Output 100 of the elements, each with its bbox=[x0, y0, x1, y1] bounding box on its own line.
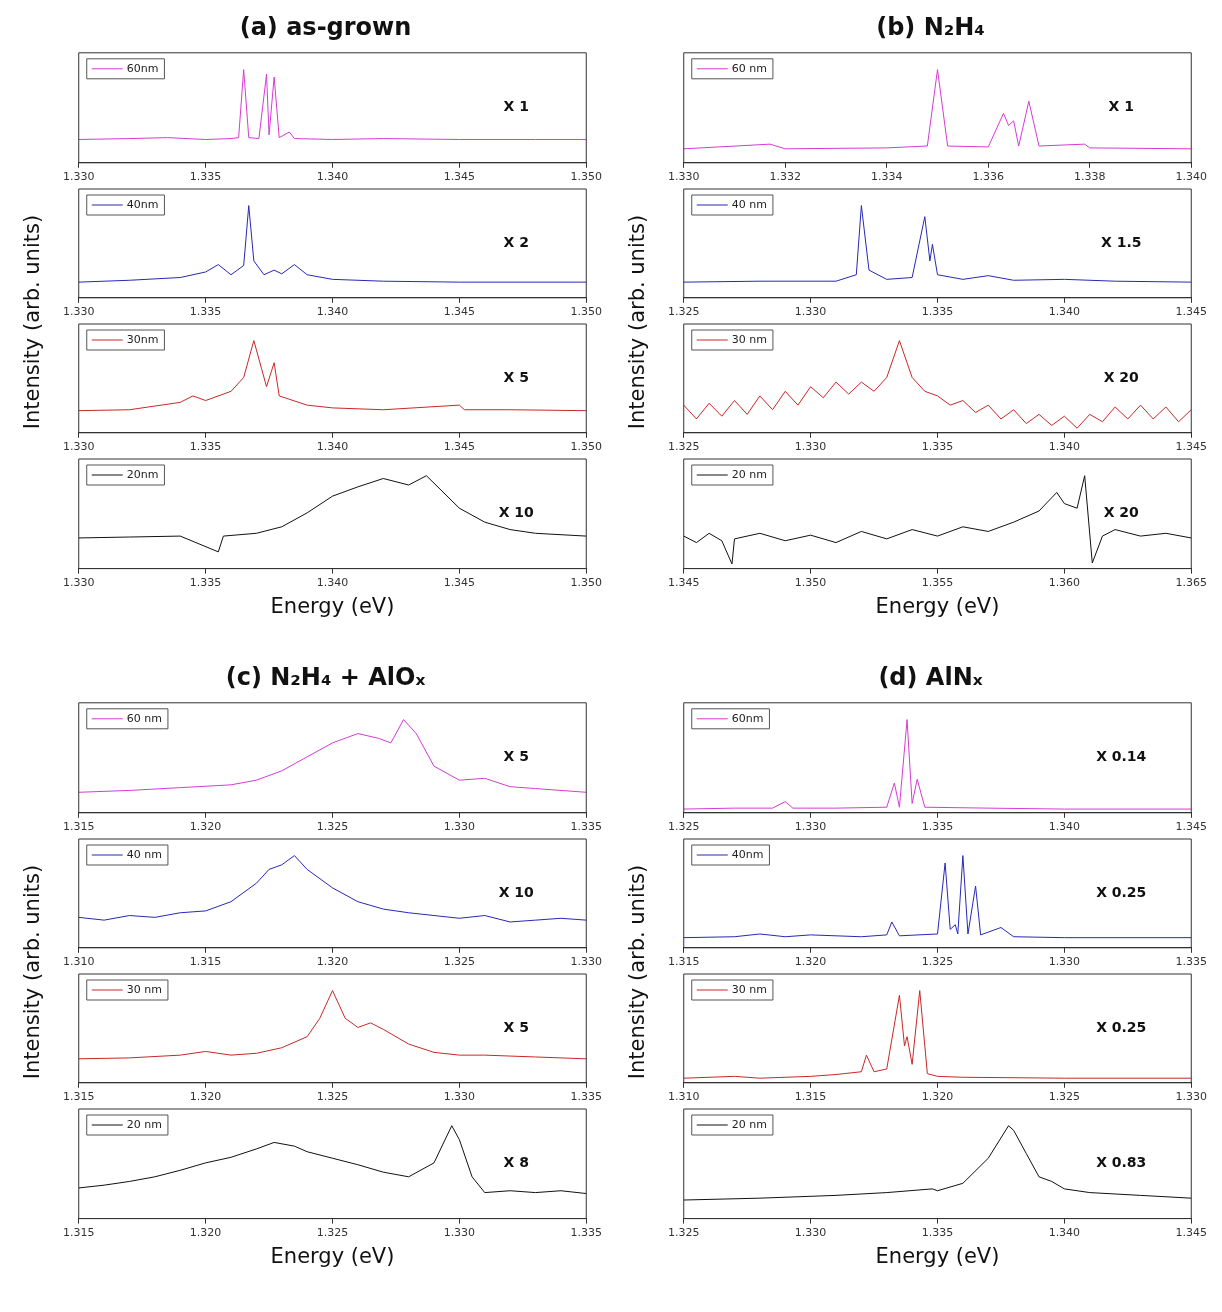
x-tick-label: 1.330 bbox=[443, 1226, 476, 1240]
x-tick-label: 1.315 bbox=[794, 1090, 827, 1104]
y-axis-title: Intensity (arb. units) bbox=[625, 864, 649, 1080]
legend-label: 20 nm bbox=[126, 1117, 162, 1131]
x-tick-label: 1.335 bbox=[189, 305, 222, 319]
x-tick-label: 1.334 bbox=[871, 170, 903, 184]
annotation: X 0.25 bbox=[1096, 1019, 1147, 1036]
x-tick-label: 1.335 bbox=[921, 1226, 954, 1240]
x-axis-title: Energy (eV) bbox=[270, 593, 395, 618]
x-tick-label: 1.320 bbox=[794, 955, 827, 969]
x-tick-label: 1.345 bbox=[1175, 305, 1207, 319]
legend-label: 30 nm bbox=[731, 332, 767, 346]
x-tick-label: 1.340 bbox=[1175, 170, 1207, 184]
x-tick-label: 1.345 bbox=[1175, 820, 1207, 834]
y-axis-title: Intensity (arb. units) bbox=[625, 214, 649, 430]
annotation: X 8 bbox=[503, 1154, 529, 1171]
x-tick-label: 1.335 bbox=[570, 820, 602, 834]
x-tick-label: 1.315 bbox=[63, 1090, 95, 1104]
x-tick-label: 1.320 bbox=[316, 955, 349, 969]
x-tick-label: 1.330 bbox=[63, 440, 95, 454]
x-tick-label: 1.325 bbox=[668, 305, 700, 319]
x-tick-label: 1.325 bbox=[316, 820, 349, 834]
x-tick-label: 1.320 bbox=[189, 820, 222, 834]
x-tick-label: 1.340 bbox=[1048, 820, 1081, 834]
annotation: X 5 bbox=[503, 369, 529, 386]
x-tick-label: 1.315 bbox=[63, 820, 95, 834]
legend-label: 60 nm bbox=[126, 711, 162, 725]
annotation: X 1 bbox=[503, 98, 529, 115]
legend-label: 30 nm bbox=[731, 982, 767, 996]
x-tick-label: 1.325 bbox=[668, 440, 700, 454]
annotation: X 10 bbox=[498, 884, 535, 901]
x-tick-label: 1.320 bbox=[189, 1226, 222, 1240]
chart-title: (a) as-grown bbox=[239, 12, 412, 41]
x-tick-label: 1.340 bbox=[1048, 1226, 1081, 1240]
x-tick-label: 1.345 bbox=[1175, 440, 1207, 454]
x-tick-label: 1.335 bbox=[921, 440, 954, 454]
x-tick-label: 1.325 bbox=[668, 1226, 700, 1240]
x-tick-label: 1.345 bbox=[1175, 1226, 1207, 1240]
x-tick-label: 1.355 bbox=[921, 576, 954, 590]
legend-label: 40 nm bbox=[731, 197, 767, 211]
x-tick-label: 1.332 bbox=[769, 170, 801, 184]
x-tick-label: 1.330 bbox=[443, 820, 476, 834]
y-axis-title: Intensity (arb. units) bbox=[20, 214, 44, 430]
x-tick-label: 1.350 bbox=[794, 576, 827, 590]
legend-label: 20nm bbox=[126, 467, 159, 481]
x-tick-label: 1.350 bbox=[570, 576, 602, 590]
x-tick-label: 1.345 bbox=[443, 170, 476, 184]
annotation: X 20 bbox=[1103, 369, 1140, 386]
y-axis-title: Intensity (arb. units) bbox=[20, 864, 44, 1080]
annotation: X 0.83 bbox=[1096, 1154, 1147, 1171]
x-tick-label: 1.325 bbox=[443, 955, 476, 969]
x-tick-label: 1.340 bbox=[316, 440, 349, 454]
legend-label: 40 nm bbox=[126, 847, 162, 861]
x-tick-label: 1.335 bbox=[570, 1090, 602, 1104]
x-tick-label: 1.336 bbox=[972, 170, 1004, 184]
x-tick-label: 1.315 bbox=[668, 955, 700, 969]
x-tick-label: 1.335 bbox=[1175, 955, 1207, 969]
annotation: X 2 bbox=[503, 234, 529, 251]
x-tick-label: 1.330 bbox=[794, 440, 827, 454]
x-tick-label: 1.330 bbox=[63, 305, 95, 319]
legend-label: 40nm bbox=[731, 847, 764, 861]
x-tick-label: 1.335 bbox=[189, 576, 222, 590]
x-tick-label: 1.325 bbox=[316, 1226, 349, 1240]
annotation: X 10 bbox=[498, 504, 535, 521]
chart-title: (c) N₂H₄ + AlOₓ bbox=[225, 662, 426, 691]
x-tick-label: 1.325 bbox=[668, 820, 700, 834]
x-tick-label: 1.325 bbox=[1048, 1090, 1081, 1104]
x-tick-label: 1.330 bbox=[794, 820, 827, 834]
x-tick-label: 1.340 bbox=[316, 170, 349, 184]
x-tick-label: 1.345 bbox=[443, 440, 476, 454]
x-tick-label: 1.320 bbox=[921, 1090, 954, 1104]
annotation: X 5 bbox=[503, 1019, 529, 1036]
x-tick-label: 1.335 bbox=[921, 820, 954, 834]
legend-label: 40nm bbox=[126, 197, 159, 211]
annotation: X 1.5 bbox=[1101, 234, 1142, 251]
x-tick-label: 1.345 bbox=[443, 576, 476, 590]
x-tick-label: 1.315 bbox=[63, 1226, 95, 1240]
x-axis-title: Energy (eV) bbox=[875, 593, 1000, 618]
x-tick-label: 1.350 bbox=[570, 440, 602, 454]
x-tick-label: 1.330 bbox=[443, 1090, 476, 1104]
x-tick-label: 1.325 bbox=[316, 1090, 349, 1104]
x-axis-title: Energy (eV) bbox=[270, 1243, 395, 1268]
x-tick-label: 1.365 bbox=[1175, 576, 1207, 590]
x-tick-label: 1.350 bbox=[570, 170, 602, 184]
annotation: X 20 bbox=[1103, 504, 1140, 521]
x-tick-label: 1.330 bbox=[794, 1226, 827, 1240]
x-tick-label: 1.360 bbox=[1048, 576, 1081, 590]
x-tick-label: 1.330 bbox=[668, 170, 700, 184]
annotation: X 5 bbox=[503, 748, 529, 765]
x-tick-label: 1.310 bbox=[668, 1090, 700, 1104]
x-tick-label: 1.345 bbox=[443, 305, 476, 319]
x-tick-label: 1.330 bbox=[794, 305, 827, 319]
x-tick-label: 1.330 bbox=[570, 955, 602, 969]
chart-title: (d) AlNₓ bbox=[878, 662, 983, 691]
x-tick-label: 1.340 bbox=[1048, 440, 1081, 454]
annotation: X 1 bbox=[1108, 98, 1134, 115]
x-tick-label: 1.330 bbox=[63, 170, 95, 184]
x-tick-label: 1.325 bbox=[921, 955, 954, 969]
x-tick-label: 1.340 bbox=[316, 305, 349, 319]
x-tick-label: 1.338 bbox=[1074, 170, 1106, 184]
